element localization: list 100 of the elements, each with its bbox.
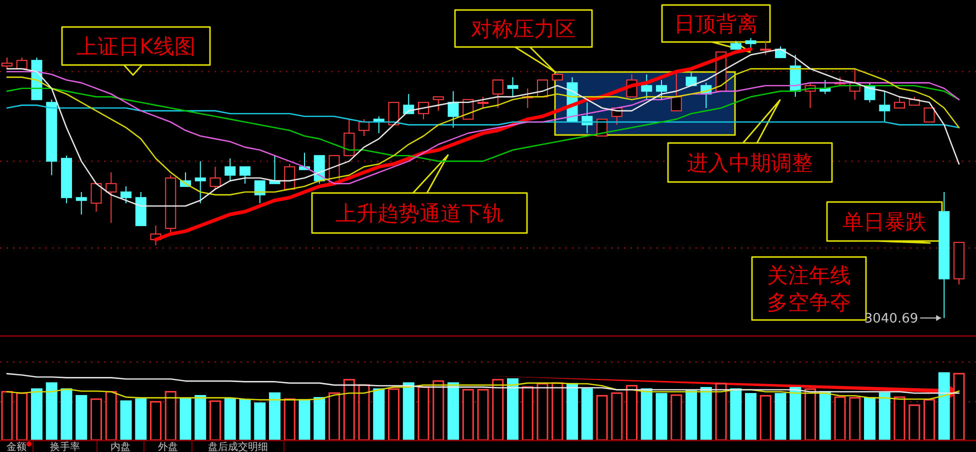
candlestick	[76, 192, 87, 215]
text: 内盘	[110, 441, 130, 452]
bar	[150, 401, 162, 441]
annotation: 对称压力区	[471, 17, 576, 42]
candlestick	[432, 96, 444, 112]
candlestick	[106, 172, 117, 224]
candlestick	[2, 57, 12, 70]
text: 外盘	[158, 441, 178, 452]
bar	[284, 398, 296, 441]
bar	[448, 382, 459, 441]
bar	[269, 392, 280, 441]
annotation: 上升趋势通道下轨	[336, 202, 504, 226]
bar	[358, 384, 370, 441]
candlestick	[210, 166, 221, 190]
bar	[76, 395, 88, 441]
bar	[298, 399, 310, 441]
bar	[611, 392, 623, 441]
candlestick	[358, 118, 370, 136]
bar	[656, 393, 668, 441]
bar	[670, 394, 682, 441]
bar	[105, 391, 117, 441]
candlestick	[879, 90, 890, 122]
bar	[536, 382, 548, 441]
bar	[864, 397, 876, 441]
bar	[596, 395, 608, 441]
candlestick	[90, 183, 102, 212]
bar	[908, 404, 920, 441]
bar	[477, 389, 489, 441]
bar	[164, 391, 176, 441]
candlestick	[478, 96, 488, 108]
candlestick	[224, 158, 236, 182]
bar	[31, 388, 42, 441]
candlestick	[254, 180, 266, 204]
bar	[953, 372, 965, 441]
bar	[254, 402, 266, 441]
candlestick	[670, 71, 682, 112]
bar	[373, 388, 385, 441]
bar	[314, 397, 326, 441]
candlestick	[656, 80, 667, 100]
bar	[60, 388, 72, 441]
bar	[894, 396, 906, 441]
candlestick	[894, 96, 905, 108]
candlestick	[120, 186, 132, 204]
bar	[492, 378, 504, 441]
bar	[640, 388, 652, 441]
bar	[790, 386, 802, 441]
bar	[90, 398, 102, 441]
bar	[432, 380, 444, 441]
bar	[388, 388, 400, 441]
bar	[834, 396, 846, 441]
bar	[760, 395, 772, 441]
candlestick	[760, 40, 772, 56]
bar	[16, 392, 28, 441]
bar	[180, 398, 192, 441]
bar	[328, 392, 340, 441]
annotation: 关注年线多空争夺	[767, 264, 851, 315]
bar	[507, 378, 518, 441]
bar	[566, 382, 578, 441]
annotation: 3040.69	[864, 312, 918, 327]
bar	[878, 392, 890, 441]
candlestick	[924, 108, 935, 122]
bar	[819, 391, 831, 441]
bar	[418, 386, 430, 441]
bar	[194, 395, 206, 441]
candlestick	[194, 160, 206, 204]
text: 换手率	[50, 441, 80, 452]
bar	[626, 384, 638, 441]
candlestick	[582, 102, 593, 134]
bar	[522, 386, 534, 441]
candlestick	[448, 90, 459, 128]
candlestick	[240, 166, 250, 184]
bar	[745, 393, 756, 441]
bar	[715, 382, 727, 441]
bar	[135, 398, 147, 441]
bar	[686, 390, 697, 441]
bar	[343, 378, 355, 441]
bar	[46, 382, 58, 441]
bar	[402, 382, 414, 441]
bar	[120, 400, 132, 441]
candlestick	[344, 118, 355, 156]
annotation: 上证日K线图	[76, 34, 196, 59]
bar	[581, 388, 593, 441]
bar	[1, 391, 13, 441]
annotation: 单日暴跌	[842, 210, 926, 234]
bar	[924, 399, 935, 441]
bar	[849, 397, 861, 441]
bar	[804, 388, 816, 441]
bar	[730, 388, 742, 441]
text: 日顶背离	[674, 12, 758, 36]
bar	[938, 372, 950, 441]
bar	[210, 400, 221, 441]
candlestick	[507, 76, 518, 98]
bar	[462, 389, 474, 441]
annotation: 进入中期调整	[687, 151, 813, 176]
bar	[700, 386, 712, 441]
text: 盘后成交明细	[208, 441, 268, 452]
candlestick	[492, 80, 504, 108]
candlestick	[686, 71, 697, 86]
bar	[552, 382, 564, 441]
text: 金额	[6, 441, 26, 452]
